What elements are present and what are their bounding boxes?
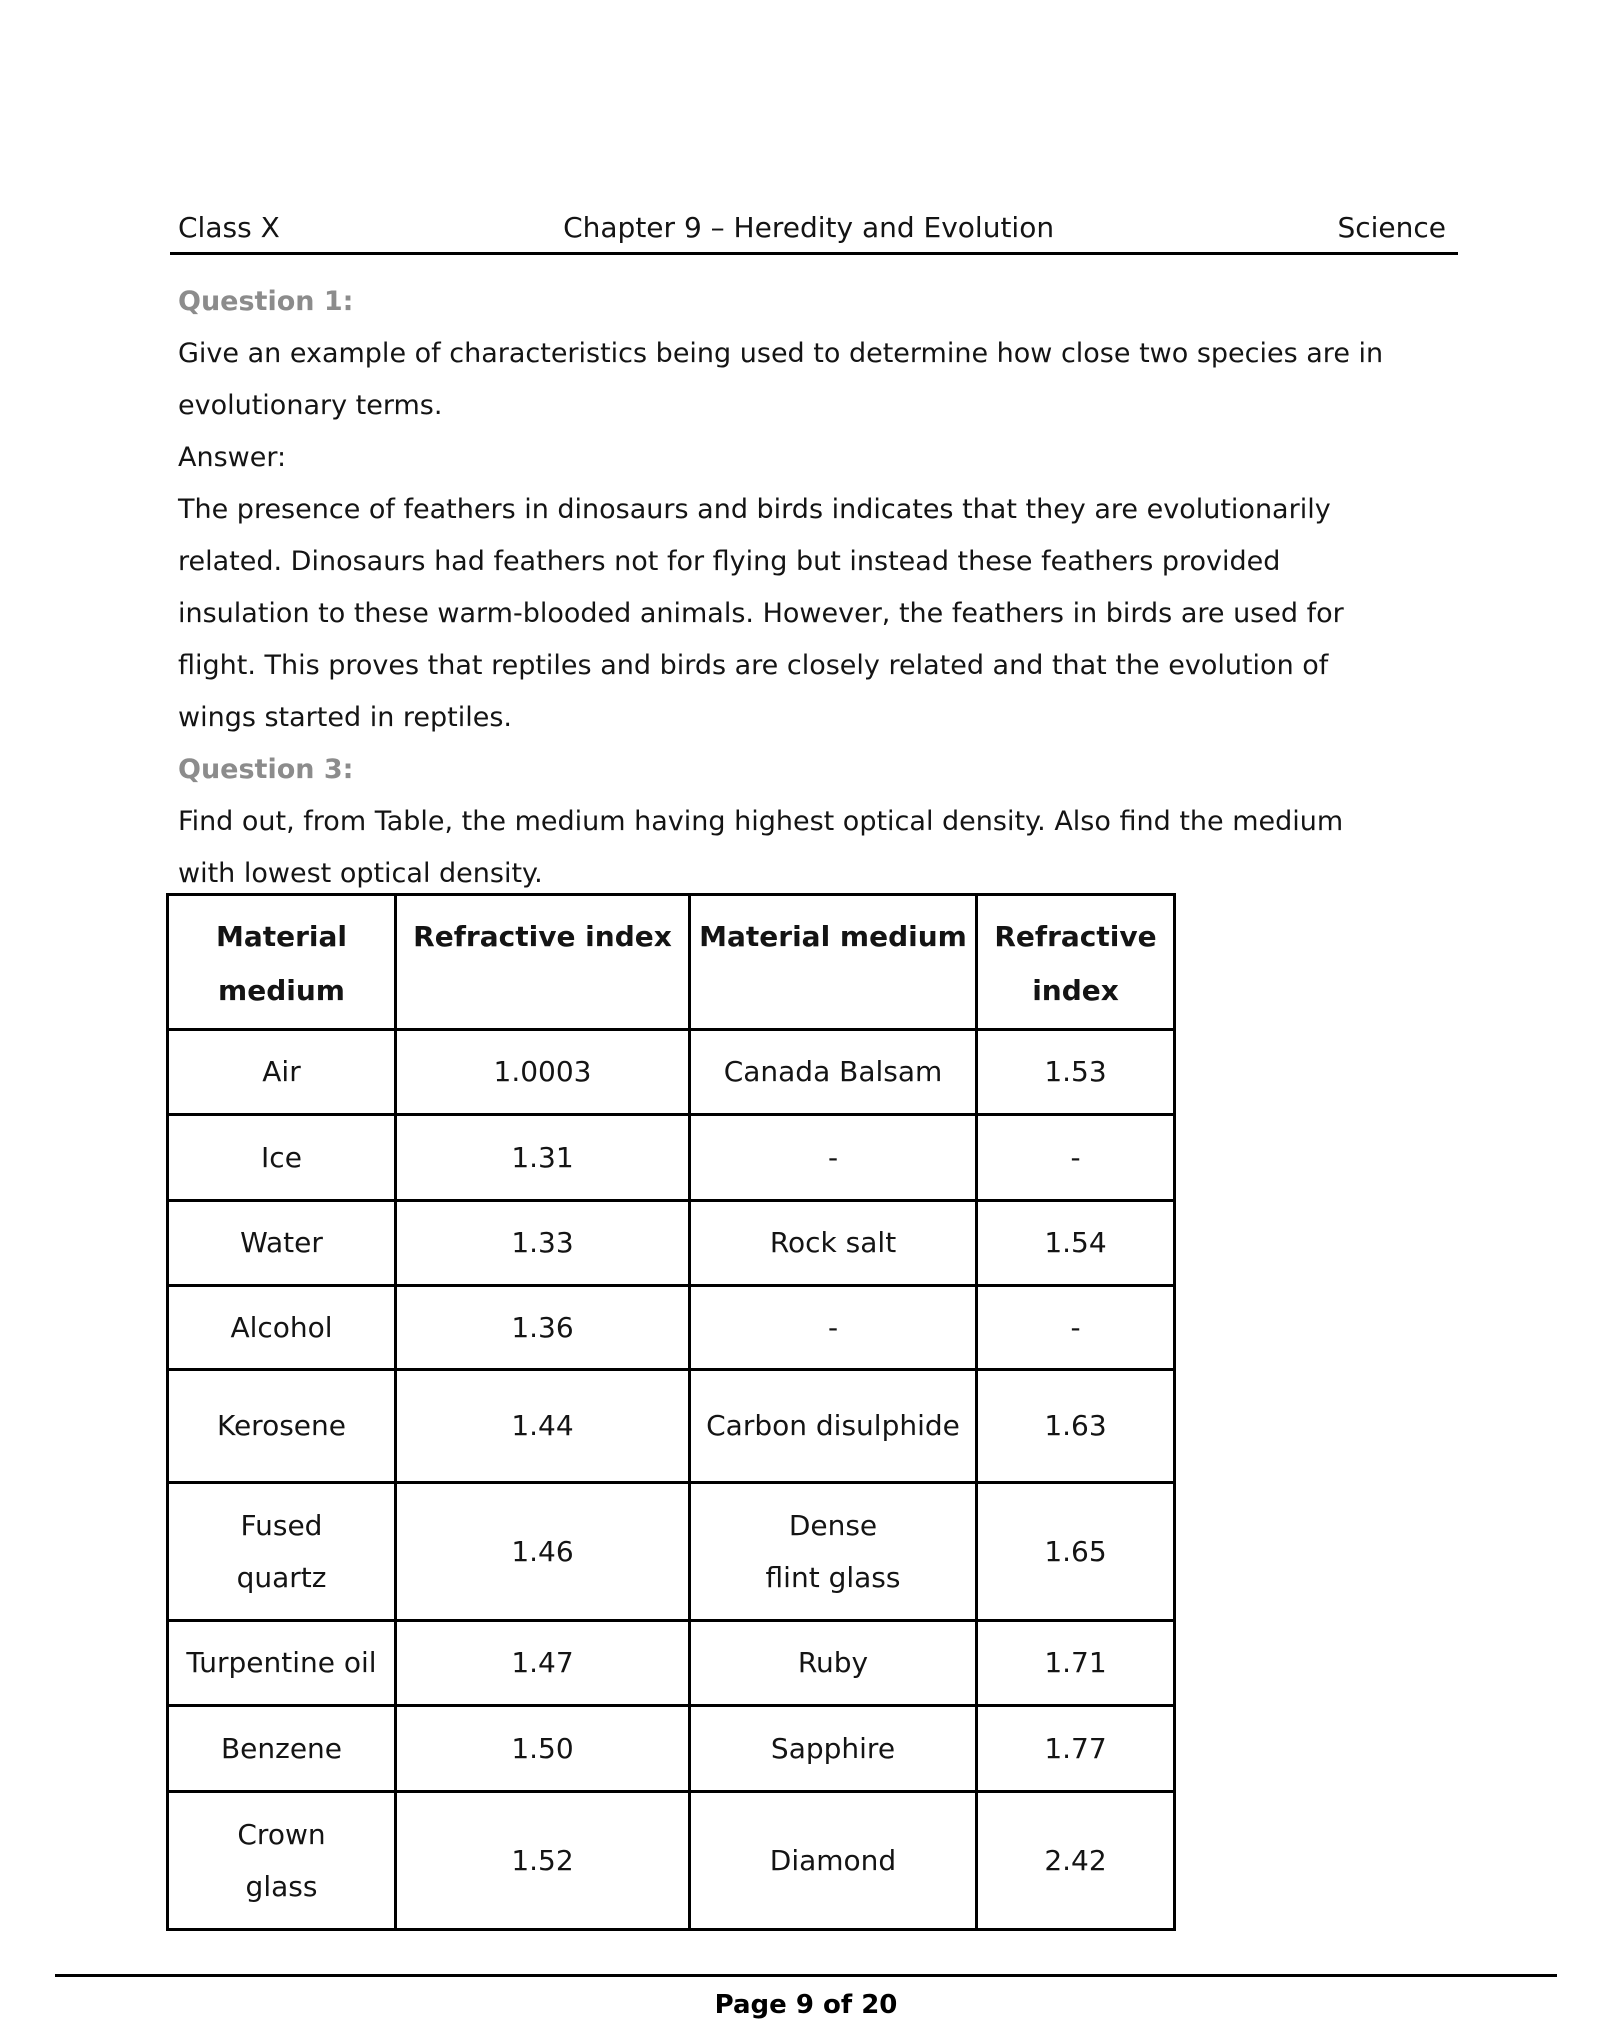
table-header-row: Material medium Refractive index Materia… — [166, 893, 1176, 1031]
text-line: Find out, from Table, the medium having … — [178, 806, 1344, 837]
page-header: Class X Chapter 9 – Heredity and Evoluti… — [170, 212, 1458, 255]
table-cell: 1.46 — [394, 1481, 691, 1622]
text-line: with lowest optical density. — [178, 858, 543, 889]
column-header: Material medium — [166, 893, 397, 1031]
table-cell: Rock salt — [688, 1199, 978, 1287]
table-cell: Alcohol — [166, 1284, 397, 1371]
table-cell: Carbon disulphide — [688, 1368, 978, 1484]
page-number: Page 9 of 20 — [714, 1990, 898, 2020]
table-cell: Diamond — [688, 1790, 978, 1931]
text-line: related. Dinosaurs had feathers not for … — [178, 546, 1281, 577]
table-cell: 1.36 — [394, 1284, 691, 1371]
table-cell: Fused quartz — [166, 1481, 397, 1622]
table-cell: Dense flint glass — [688, 1481, 978, 1622]
answer-text: The presence of feathers in dinosaurs an… — [178, 484, 1468, 744]
table-cell: 2.42 — [975, 1790, 1176, 1931]
table-cell: 1.53 — [975, 1028, 1176, 1116]
header-subject: Science — [1337, 211, 1446, 244]
table-cell: 1.54 — [975, 1199, 1176, 1287]
text-line: The presence of feathers in dinosaurs an… — [178, 494, 1331, 525]
table-cell: Turpentine oil — [166, 1619, 397, 1707]
table-cell: 1.77 — [975, 1704, 1176, 1793]
table-cell: 1.65 — [975, 1481, 1176, 1622]
table-cell: Canada Balsam — [688, 1028, 978, 1116]
header-class: Class X — [178, 211, 280, 244]
column-header: Material medium — [688, 893, 978, 1031]
answer-label: Answer: — [178, 442, 287, 473]
question-1-text: Give an example of characteristics being… — [178, 328, 1468, 432]
table-cell: Air — [166, 1028, 397, 1116]
table-cell: Sapphire — [688, 1704, 978, 1793]
table-cell: 1.31 — [394, 1113, 691, 1202]
text-line: Give an example of characteristics being… — [178, 338, 1384, 369]
table-cell: 1.33 — [394, 1199, 691, 1287]
table-cell: Ruby — [688, 1619, 978, 1707]
table-row: Fused quartz 1.46 Dense flint glass 1.65 — [166, 1481, 1176, 1622]
table-cell: Crown glass — [166, 1790, 397, 1931]
table-row: Crown glass 1.52 Diamond 2.42 — [166, 1790, 1176, 1931]
table-row: Turpentine oil 1.47 Ruby 1.71 — [166, 1619, 1176, 1707]
refractive-index-table: Material medium Refractive index Materia… — [166, 893, 1176, 1931]
table-row: Alcohol 1.36- - — [166, 1284, 1176, 1371]
page-body: Question 1: Give an example of character… — [178, 276, 1468, 900]
table-cell: 1.44 — [394, 1368, 691, 1484]
text-line: evolutionary terms. — [178, 390, 443, 421]
table-cell: Benzene — [166, 1704, 397, 1793]
table-row: Water 1.33 Rock salt 1.54 — [166, 1199, 1176, 1287]
footer-divider — [55, 1974, 1557, 1977]
question-1-label: Question 1: — [178, 286, 354, 317]
table-row: Ice 1.31- - — [166, 1113, 1176, 1202]
table-cell: 1.52 — [394, 1790, 691, 1931]
text-line: wings started in reptiles. — [178, 702, 513, 733]
text-line: insulation to these warm-blooded animals… — [178, 598, 1344, 629]
question-3-text: Find out, from Table, the medium having … — [178, 796, 1468, 900]
table-cell: - — [975, 1284, 1176, 1371]
table-row: Benzene 1.50 Sapphire 1.77 — [166, 1704, 1176, 1793]
column-header: Refractive index — [394, 893, 691, 1031]
table-row: Kerosene 1.44 Carbon disulphide 1.63 — [166, 1368, 1176, 1484]
table-cell: - — [975, 1113, 1176, 1202]
table-cell: Water — [166, 1199, 397, 1287]
table-cell: Kerosene — [166, 1368, 397, 1484]
table-cell: 1.47 — [394, 1619, 691, 1707]
header-chapter-title: Chapter 9 – Heredity and Evolution — [563, 211, 1055, 244]
question-3-label: Question 3: — [178, 754, 354, 785]
column-header: Refractive index — [975, 893, 1176, 1031]
table-cell: 1.63 — [975, 1368, 1176, 1484]
table-cell: 1.0003 — [394, 1028, 691, 1116]
table-cell: Ice — [166, 1113, 397, 1202]
table-cell: - — [688, 1113, 978, 1202]
table-cell: 1.50 — [394, 1704, 691, 1793]
text-line: flight. This proves that reptiles and bi… — [178, 650, 1329, 681]
refractive-index-table-body: Air 1.0003 Canada Balsam 1.53 Ice 1.31- - Water… — [166, 1028, 1176, 1931]
table-cell: - — [688, 1284, 978, 1371]
table-cell: 1.71 — [975, 1619, 1176, 1707]
table-row: Air 1.0003 Canada Balsam 1.53 — [166, 1028, 1176, 1116]
